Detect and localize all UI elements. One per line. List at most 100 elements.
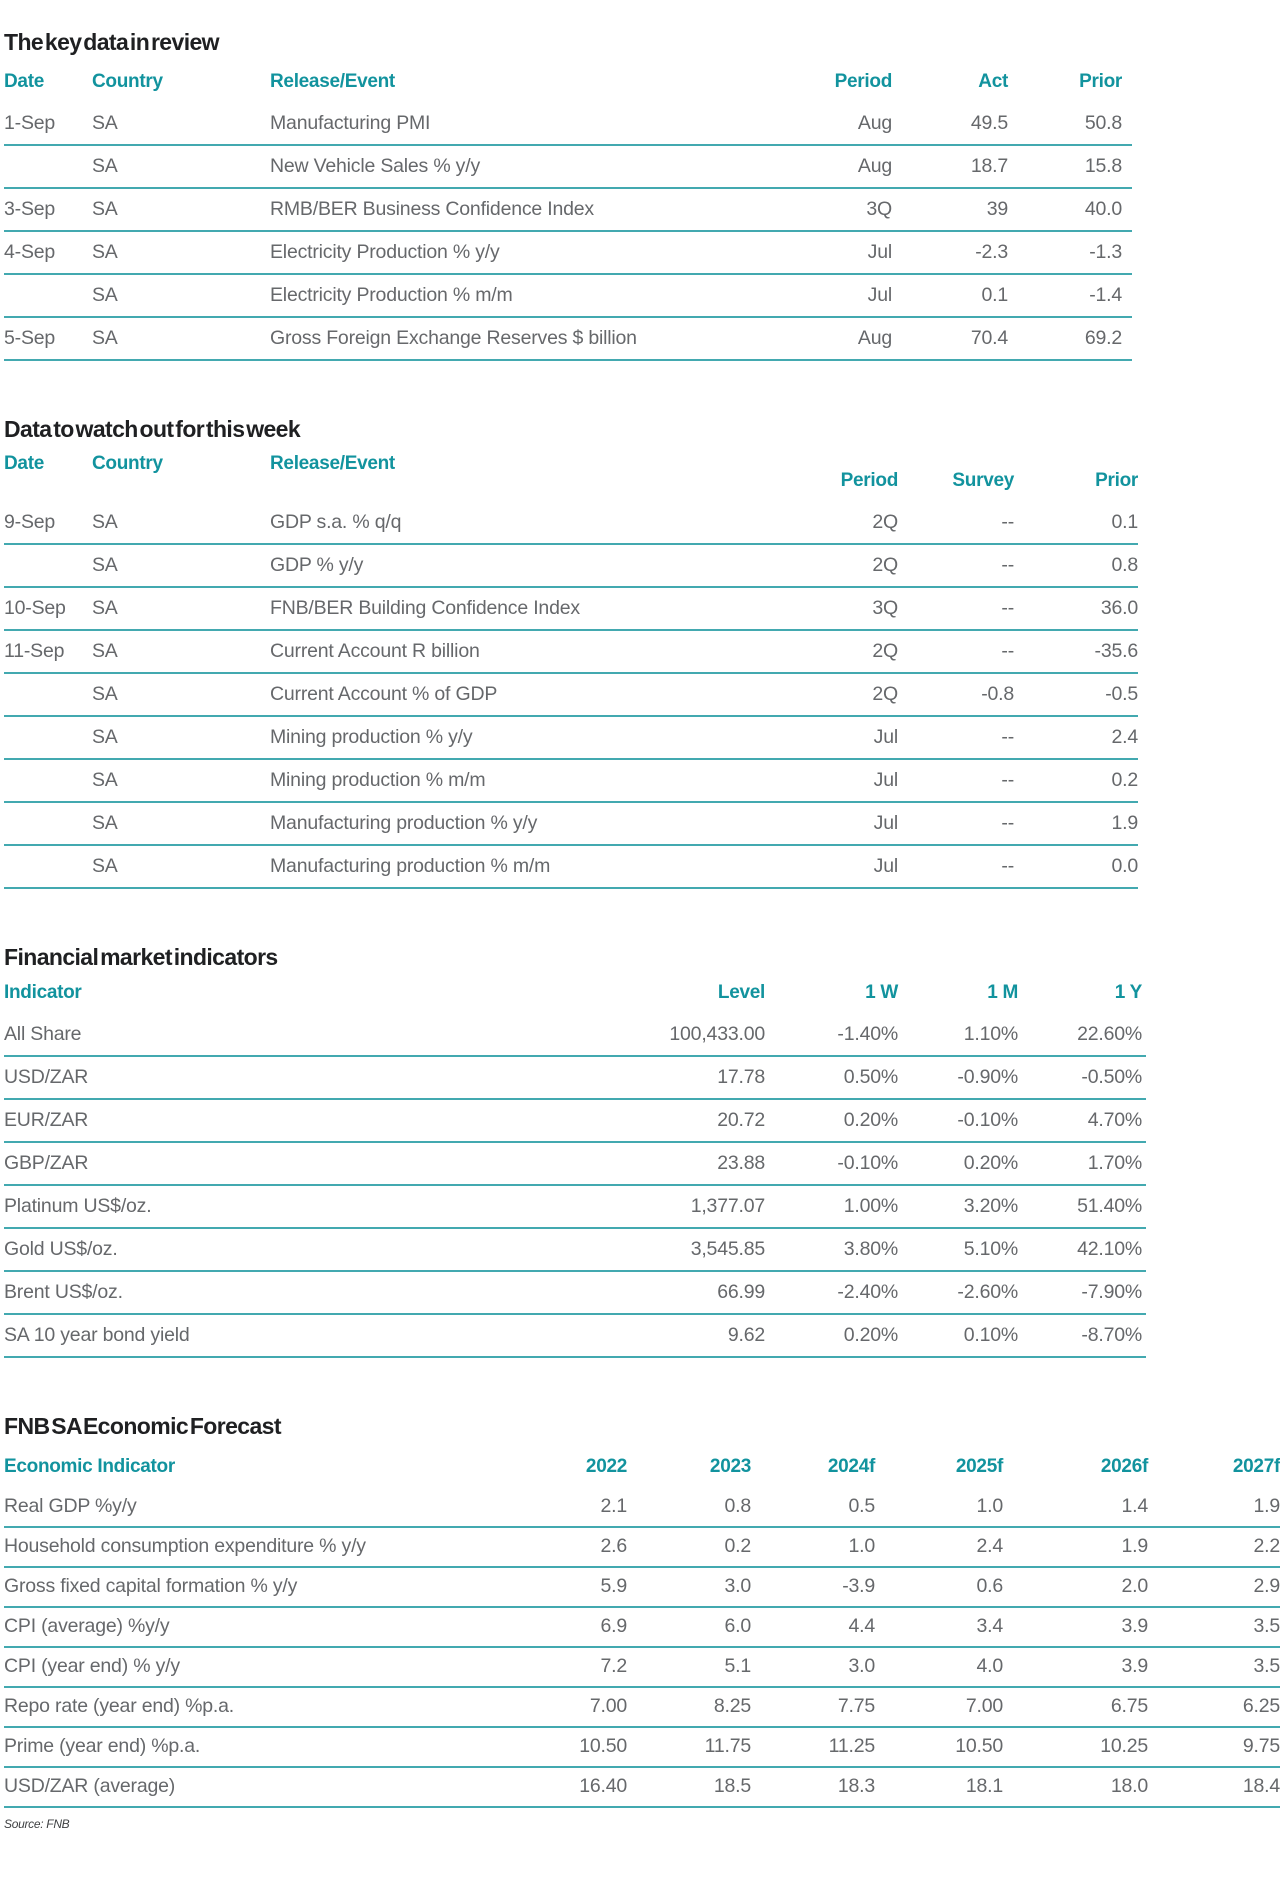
- cell: SA: [92, 317, 270, 362]
- cell: [4, 802, 92, 847]
- economic-forecast-table: Economic Indicator 2022 2023 2024f 2025f 2026…: [4, 1449, 1280, 1808]
- cell: 4-Sep: [4, 231, 92, 276]
- cell: Brent US$/oz.: [4, 1271, 645, 1316]
- cell: 5.1: [627, 1646, 751, 1688]
- cell: SA: [92, 188, 270, 233]
- cell: 1.70%: [1018, 1142, 1146, 1187]
- cell: Aug: [776, 317, 892, 362]
- cell: RMB/BER Business Confidence Index: [270, 188, 776, 233]
- cell: 1.4: [1003, 1486, 1148, 1528]
- cell: -1.40%: [778, 1013, 898, 1058]
- cell: 3,545.85: [645, 1228, 778, 1273]
- cell: 18.1: [875, 1766, 1003, 1808]
- cell: EUR/ZAR: [4, 1099, 645, 1144]
- column-header: Release/Event: [270, 453, 395, 475]
- table-row: SA GDP % y/y 2Q -- 0.8: [4, 544, 1138, 589]
- cell: 1.9: [1003, 1526, 1148, 1568]
- table-row: SA Electricity Production % m/m Jul 0.1 -1.4: [4, 274, 1132, 319]
- cell: -0.10%: [778, 1142, 898, 1187]
- column-header: Level: [717, 982, 765, 1004]
- cell: 2Q: [782, 501, 898, 546]
- cell: [4, 845, 92, 890]
- table-row: SA 10 year bond yield 9.62 0.20% 0.10% -8.70…: [4, 1314, 1146, 1359]
- cell: 0.10%: [898, 1314, 1018, 1359]
- cell: Electricity Production % m/m: [270, 274, 776, 319]
- table-row: 9-Sep SA GDP s.a. % q/q 2Q -- 0.1: [4, 501, 1138, 546]
- cell: 0.2: [627, 1526, 751, 1568]
- cell: 66.99: [645, 1271, 778, 1316]
- cell: --: [898, 845, 1014, 890]
- cell: FNB/BER Building Confidence Index: [270, 587, 782, 632]
- cell: 6.9: [507, 1606, 627, 1648]
- cell: 9.75: [1148, 1726, 1280, 1768]
- cell: USD/ZAR: [4, 1056, 645, 1101]
- column-header: Prior: [1079, 71, 1122, 93]
- cell: SA: [92, 145, 270, 190]
- column-header: 1 W: [865, 982, 898, 1004]
- table-row: Platinum US$/oz. 1,377.07 1.00% 3.20% 51.40%: [4, 1185, 1146, 1230]
- table-row: SA New Vehicle Sales % y/y Aug 18.7 15.8: [4, 145, 1132, 190]
- cell: Jul: [782, 802, 898, 847]
- cell: 3Q: [782, 587, 898, 632]
- column-header: Economic Indicator: [4, 1455, 175, 1477]
- table-row: 10-Sep SA FNB/BER Building Confidence Inde…: [4, 587, 1138, 632]
- column-header: Country: [92, 453, 163, 475]
- cell: Platinum US$/oz.: [4, 1185, 645, 1230]
- table-row: USD/ZAR (average) 16.40 18.5 18.3 18.1 18.0 18…: [4, 1766, 1280, 1808]
- cell: Gross Foreign Exchange Reserves $ billio…: [270, 317, 776, 362]
- cell: Current Account % of GDP: [270, 673, 782, 718]
- column-header: Country: [92, 71, 163, 93]
- cell: -0.90%: [898, 1056, 1018, 1101]
- cell: Manufacturing production % y/y: [270, 802, 782, 847]
- cell: 4.70%: [1018, 1099, 1146, 1144]
- cell: 3.20%: [898, 1185, 1018, 1230]
- cell: 2Q: [782, 630, 898, 675]
- cell: 23.88: [645, 1142, 778, 1187]
- cell: Jul: [776, 274, 892, 319]
- watch-table: Date Country Release/Event Period Survey Prio…: [4, 451, 1138, 890]
- cell: SA: [92, 716, 270, 761]
- cell: Jul: [782, 759, 898, 804]
- cell: [4, 759, 92, 804]
- cell: -0.5: [1014, 673, 1138, 718]
- cell: Jul: [782, 716, 898, 761]
- column-header: 2026f: [1100, 1455, 1148, 1477]
- cell: 3.0: [751, 1646, 875, 1688]
- cell: --: [898, 587, 1014, 632]
- cell: 0.20%: [778, 1314, 898, 1359]
- cell: 7.75: [751, 1686, 875, 1728]
- cell: USD/ZAR (average): [4, 1766, 507, 1808]
- table-row: Prime (year end) %p.a. 10.50 11.75 11.25 10.…: [4, 1726, 1280, 1768]
- cell: -2.3: [892, 231, 1008, 276]
- cell: 18.3: [751, 1766, 875, 1808]
- column-header: Date: [4, 71, 44, 93]
- column-header: Period: [834, 71, 893, 93]
- cell: 2.0: [1003, 1566, 1148, 1608]
- cell: 0.20%: [778, 1099, 898, 1144]
- table-row: SA Current Account % of GDP 2Q -0.8 -0.5: [4, 673, 1138, 718]
- cell: 3.0: [627, 1566, 751, 1608]
- cell: -7.90%: [1018, 1271, 1146, 1316]
- cell: 0.1: [892, 274, 1008, 319]
- cell: Electricity Production % y/y: [270, 231, 776, 276]
- cell: 36.0: [1014, 587, 1138, 632]
- cell: 3-Sep: [4, 188, 92, 233]
- cell: [4, 145, 92, 190]
- table-row: 4-Sep SA Electricity Production % y/y Jul -2…: [4, 231, 1132, 276]
- cell: 10.25: [1003, 1726, 1148, 1768]
- cell: 2.9: [1148, 1566, 1280, 1608]
- table-row: Gold US$/oz. 3,545.85 3.80% 5.10% 42.10%: [4, 1228, 1146, 1273]
- section-spacer: [0, 1358, 1280, 1414]
- cell: [4, 716, 92, 761]
- cell: SA: [92, 231, 270, 276]
- cell: SA: [92, 630, 270, 675]
- cell: 0.20%: [898, 1142, 1018, 1187]
- cell: All Share: [4, 1013, 645, 1058]
- cell: 0.50%: [778, 1056, 898, 1101]
- column-header: 2023: [709, 1455, 751, 1477]
- cell: 18.7: [892, 145, 1008, 190]
- column-header: Act: [978, 71, 1008, 93]
- cell: SA: [92, 587, 270, 632]
- cell: 0.5: [751, 1486, 875, 1528]
- column-header: Period: [840, 470, 899, 492]
